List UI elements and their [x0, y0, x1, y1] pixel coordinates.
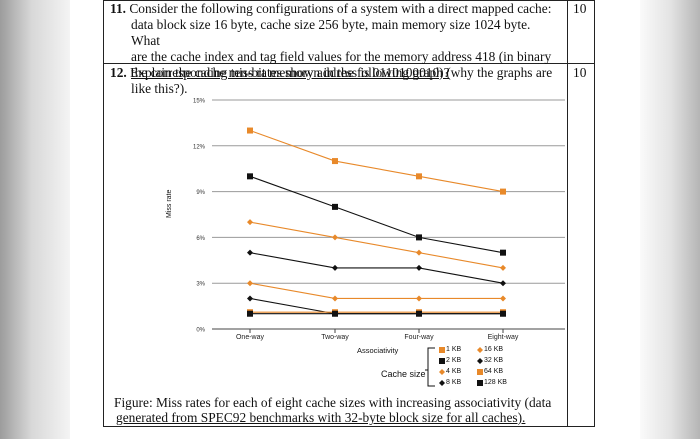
data-point-128kb [416, 310, 422, 317]
y-tick-label: 3% [196, 282, 205, 288]
x-axis-label: Associativity [357, 346, 399, 355]
x-tick-label: Eight-way [488, 334, 519, 341]
data-point-1kb [500, 188, 506, 195]
data-point-1kb [416, 173, 422, 180]
data-point-2kb [247, 173, 253, 180]
data-point-32kb [247, 295, 253, 302]
legend-item-64kb: 64 KB [484, 368, 504, 375]
legend-markers [439, 347, 483, 386]
series-line-32kb [249, 297, 503, 315]
data-point-1kb [332, 158, 338, 165]
series-line-8kb [249, 252, 504, 284]
caption-line: Figure: Miss rates for each of eight cac… [114, 395, 552, 410]
question-12: 12. Explain the cache miss rates shown i… [110, 65, 562, 97]
legend-marker-64kb [477, 369, 483, 375]
data-point-128kb [247, 310, 253, 317]
question-table [103, 0, 595, 427]
y-tick-label: 15% [193, 99, 206, 105]
x-tick-label: One-way [236, 334, 265, 341]
data-point-16kb [416, 295, 422, 302]
data-point-4kb [500, 264, 506, 271]
y-tick-label: 9% [196, 190, 205, 196]
legend-item-8kb: 8 KB [446, 379, 462, 386]
table-bottom-border [103, 426, 595, 427]
data-point-4kb [332, 234, 338, 241]
data-point-2kb [332, 203, 338, 210]
legend-item-4kb: 4 KB [446, 368, 462, 375]
data-point-8kb [247, 249, 253, 256]
data-point-16kb [247, 280, 253, 287]
legend-title: Cache size [381, 369, 426, 379]
document-page [100, 0, 602, 439]
data-point-128kb [500, 310, 506, 317]
page-shadow-left [0, 0, 70, 439]
series-line-16kb [249, 282, 503, 300]
series-line-2kb [249, 175, 504, 254]
legend-marker-16kb [477, 347, 483, 353]
legend-item-128kb: 128 KB [484, 379, 507, 386]
data-point-2kb [416, 234, 422, 241]
y-tick-label: 0% [196, 328, 205, 334]
x-tick-label: Four-way [404, 334, 434, 341]
y-tick-label: 12% [193, 144, 206, 150]
caption-line: generated from SPEC92 benchmarks with 32… [116, 410, 526, 425]
y-axis-label: Miss rate [166, 189, 173, 218]
data-point-8kb [332, 264, 338, 271]
legend-marker-4kb [439, 369, 445, 375]
table-row-divider [103, 63, 595, 64]
legend-bracket [425, 347, 435, 387]
data-point-2kb [500, 249, 506, 256]
question-text-line: the corresponding ten-bit memory address… [131, 65, 450, 80]
question-number: 11. [110, 1, 126, 16]
legend-marker-32kb [477, 358, 483, 364]
question-text-line: Consider the following configurations of… [129, 1, 552, 16]
question-11: 11. Consider the following configuration… [110, 1, 562, 81]
figure-caption: Figure: Miss rates for each of eight cac… [114, 395, 574, 425]
data-point-8kb [416, 264, 422, 271]
data-point-16kb [500, 295, 506, 302]
series-line-4kb [249, 221, 504, 269]
x-tick-label: Two-way [321, 334, 349, 341]
question-text-line: are the cache index and tag field values… [131, 49, 552, 64]
points-column-divider [567, 0, 568, 427]
y-tick-label: 6% [196, 236, 205, 242]
legend-marker-2kb [439, 358, 445, 364]
legend-marker-1kb [439, 347, 445, 353]
legend-item-16kb: 16 KB [484, 346, 504, 353]
data-point-128kb [332, 310, 338, 317]
legend-item-2kb: 2 KB [446, 357, 462, 364]
question-12-points: 10 [573, 65, 587, 80]
question-11-points: 10 [573, 1, 587, 16]
legend-marker-8kb [439, 380, 445, 386]
question-text-line: like this?). [131, 81, 188, 96]
question-number: 12. [110, 65, 127, 80]
legend-item-32kb: 32 KB [484, 357, 504, 364]
legend-marker-128kb [477, 380, 483, 386]
data-point-4kb [416, 249, 422, 256]
table-top-border [103, 0, 595, 1]
data-point-1kb [247, 127, 253, 134]
data-point-16kb [332, 295, 338, 302]
question-text-line: Explain the cache miss rates shown in th… [130, 65, 553, 80]
legend-item-1kb: 1 KB [446, 346, 462, 353]
question-text-line: data block size 16 byte, cache size 256 … [131, 17, 531, 48]
data-point-8kb [500, 280, 506, 287]
data-point-4kb [247, 219, 253, 226]
series-line-1kb [249, 130, 504, 193]
page-shadow-right [640, 0, 700, 439]
